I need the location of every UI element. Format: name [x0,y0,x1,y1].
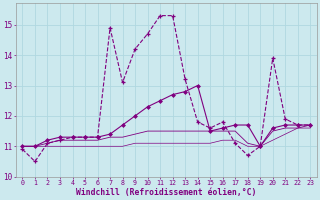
X-axis label: Windchill (Refroidissement éolien,°C): Windchill (Refroidissement éolien,°C) [76,188,257,197]
